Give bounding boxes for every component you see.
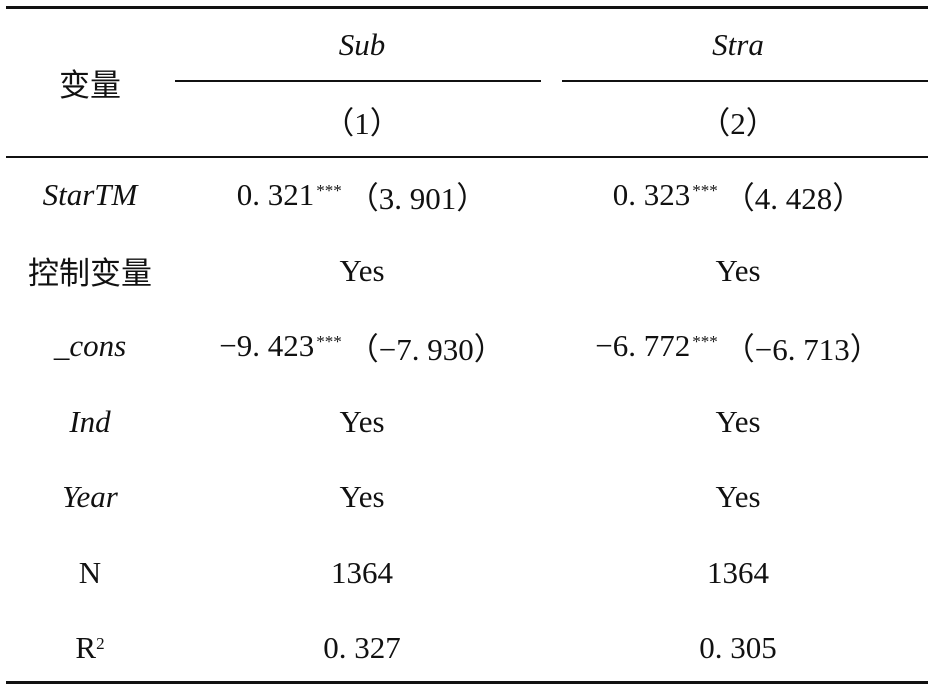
row-label-sup: 2 [96,634,105,653]
t-statistic: （−6. 713） [723,331,881,367]
cell: 0. 321 *** （3. 901） [172,165,552,225]
row-label: _cons [10,316,170,376]
row-label-text: N [78,554,102,590]
cell: Yes [548,392,928,452]
significance-stars: *** [692,332,718,351]
cell: 1364 [548,543,928,603]
significance-stars: *** [692,181,718,200]
coefficient: Yes [339,479,385,514]
significance-stars: *** [316,181,342,200]
row-label: 控制变量 [10,241,170,301]
row-label: Year [10,467,170,527]
coefficient: Yes [715,479,761,514]
coefficient: 0. 323 [612,177,691,212]
coefficient: Yes [339,403,385,439]
t-statistic: （4. 428） [723,180,864,216]
row-label-text: Ind [69,403,111,439]
coefficient: −6. 772 [595,328,691,363]
variable-header: 变量 [59,67,121,103]
cell: Yes [548,467,928,527]
coefficient: 1364 [707,554,769,590]
row-label-text: StarTM [42,177,138,212]
coefficient: Yes [339,252,385,288]
coefficient: Yes [715,252,761,288]
t-statistic: （3. 901） [347,180,488,216]
cell: 0. 327 [172,618,552,678]
header-rule [6,156,928,158]
coefficient: 1364 [331,554,393,590]
row-label: Ind [10,392,170,452]
row-label-text: 控制变量 [28,256,152,291]
row-label: StarTM [10,165,170,225]
coefficient: −9. 423 [219,328,315,363]
row-label-text: R [75,630,97,665]
row-label-text: Year [62,479,118,514]
column-header: （1） [323,105,401,141]
bottom-rule [6,681,928,684]
coefficient: Yes [715,403,761,439]
group-header: Stra [712,27,764,62]
group-header: Sub [338,27,386,62]
column-header: （2） [699,105,777,141]
cell: Yes [172,241,552,301]
cell: 0. 305 [548,618,928,678]
coefficient: 0. 327 [323,630,401,665]
top-rule [6,6,928,9]
group-rule [562,80,928,82]
row-label-text: _cons [53,328,127,363]
significance-stars: *** [316,332,342,351]
cell: −9. 423 *** （−7. 930） [172,316,552,376]
coefficient: 0. 321 [236,177,315,212]
group-rule [175,80,541,82]
t-statistic: （−7. 930） [347,331,505,367]
row-label: N [10,543,170,603]
cell: Yes [172,392,552,452]
cell: 1364 [172,543,552,603]
cell: Yes [548,241,928,301]
cell: −6. 772 *** （−6. 713） [548,316,928,376]
cell: Yes [172,467,552,527]
coefficient: 0. 305 [699,630,777,665]
cell: 0. 323 *** （4. 428） [548,165,928,225]
